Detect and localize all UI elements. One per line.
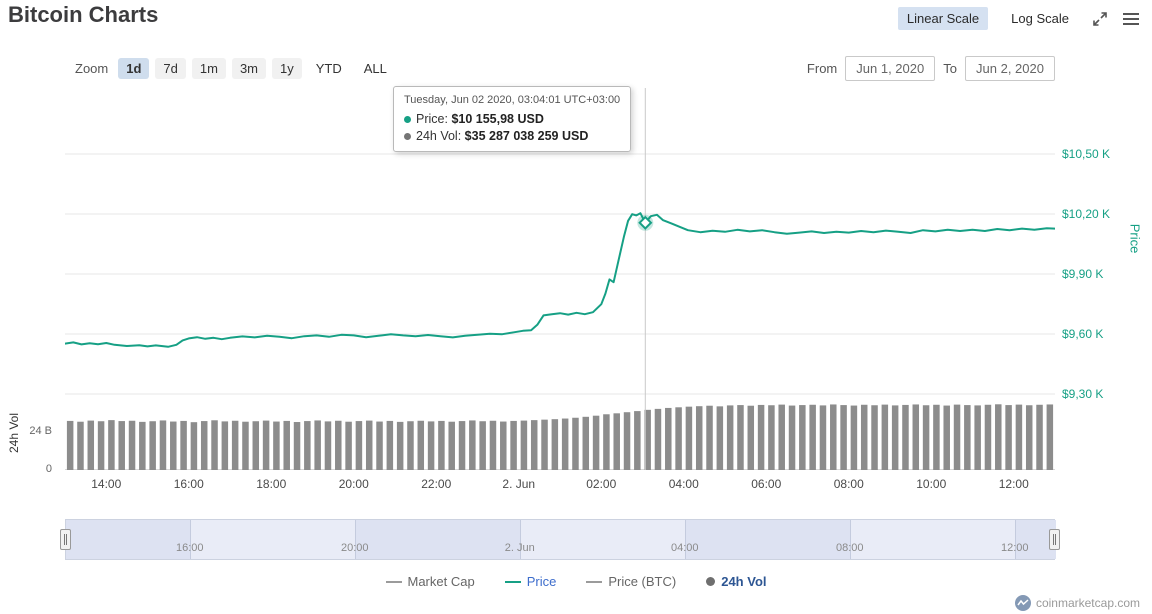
navigator-left-handle[interactable] [60, 529, 71, 550]
navigator-band [684, 520, 850, 559]
tooltip-price-label: Price: [416, 112, 448, 126]
price-volume-chart[interactable] [65, 88, 1055, 470]
volume-axis-label: 24 B [29, 425, 52, 437]
zoom-button-1d[interactable]: 1d [118, 57, 150, 79]
navigator-gridline [1014, 520, 1016, 559]
navigator-right-handle[interactable] [1049, 529, 1060, 550]
from-label: From [806, 60, 838, 76]
price-line-series [65, 212, 1055, 348]
x-axis-label: 02:00 [586, 477, 617, 491]
zoom-button-7d[interactable]: 7d [155, 57, 186, 79]
zoom-label: Zoom [75, 60, 109, 76]
chart-legend: Market Cap Price Price (BTC) 24h Vol [0, 574, 1152, 589]
legend-line-swatch-icon [504, 580, 521, 583]
to-label: To [943, 60, 957, 76]
date-range-controls: From To [807, 55, 1055, 81]
legend-line-swatch-icon [385, 580, 402, 583]
tooltip-price-value: $10 155,98 USD [451, 112, 544, 126]
legend-item-price[interactable]: Price [504, 574, 557, 589]
volume-axis-title: 24h Vol [7, 412, 21, 454]
price-axis-label: $9,90 K [1062, 267, 1104, 281]
navigator-gridline [354, 520, 356, 559]
navigator-band [354, 520, 520, 559]
x-axis-label: 08:00 [833, 477, 864, 491]
zoom-buttons: 1d 7d 1m 3m 1y YTD ALL [118, 57, 401, 79]
page-title: Bitcoin Charts [8, 2, 159, 27]
price-series-dot [404, 115, 411, 123]
watermark-text: coinmarketcap.com [1035, 596, 1140, 610]
x-axis-label: 04:00 [668, 477, 699, 491]
x-axis-label: 22:00 [421, 477, 452, 491]
header-controls: Linear Scale Log Scale [897, 7, 1140, 30]
price-axis-label: $9,30 K [1062, 387, 1104, 401]
handle-grip-icon [64, 534, 67, 545]
navigator-label: 08:00 [835, 542, 864, 554]
x-axis-labels: 14:00 16:00 18:00 20:00 22:00 2. Jun 02:00 04:0… [65, 477, 1055, 493]
navigator-label: 16:00 [175, 542, 204, 554]
x-axis-label: 20:00 [338, 477, 369, 491]
legend-item-label: Price [526, 574, 557, 589]
navigator-gridline [519, 520, 521, 559]
zoom-button-1m[interactable]: 1m [191, 57, 226, 79]
navigator-gridline [684, 520, 686, 559]
to-date-input[interactable] [965, 55, 1055, 81]
tooltip-vol-row: 24h Vol: $35 287 038 259 USD [404, 129, 620, 143]
price-axis-label: $10,50 K [1062, 147, 1111, 161]
navigator-band [189, 520, 355, 559]
navigator-band [849, 520, 1015, 559]
price-axis-label: $10,20 K [1062, 207, 1111, 221]
navigator-gridline [849, 520, 851, 559]
zoom-controls: Zoom 1d 7d 1m 3m 1y YTD ALL [75, 55, 401, 81]
tooltip-datetime: Tuesday, Jun 02 2020, 03:04:01 UTC+03:00 [404, 94, 621, 106]
x-axis-label: 18:00 [256, 477, 287, 491]
x-axis-label: 16:00 [173, 477, 204, 491]
vol-series-dot [404, 132, 411, 140]
legend-item-market-cap[interactable]: Market Cap [385, 574, 475, 589]
coinmarketcap-logo [1014, 595, 1031, 611]
price-axis-label: $9,60 K [1062, 327, 1104, 341]
navigator-label: 12:00 [1000, 542, 1029, 554]
x-axis-label: 14:00 [91, 477, 122, 491]
navigator-gridline [189, 520, 191, 559]
fullscreen-icon[interactable] [1092, 11, 1108, 27]
x-axis-label: 10:00 [916, 477, 947, 491]
zoom-button-all[interactable]: ALL [363, 60, 387, 76]
volume-axis-label: 0 [45, 463, 52, 475]
menu-icon[interactable] [1122, 12, 1140, 26]
point-marker [637, 214, 654, 231]
navigator-label: 20:00 [340, 542, 369, 554]
watermark: coinmarketcap.com [1014, 595, 1140, 611]
x-axis-label: 12:00 [998, 477, 1029, 491]
legend-line-swatch-icon [586, 580, 603, 583]
legend-item-label: Market Cap [407, 574, 475, 589]
from-date-input[interactable] [845, 55, 936, 81]
zoom-button-3m[interactable]: 3m [231, 57, 266, 79]
navigator-band [519, 520, 685, 559]
linear-scale-button[interactable]: Linear Scale [897, 7, 989, 30]
tooltip-vol-label: 24h Vol: [416, 129, 462, 143]
navigator-label: 04:00 [670, 542, 699, 554]
navigator-band [66, 520, 190, 559]
handle-grip-icon [1053, 534, 1056, 545]
range-navigator[interactable]: 16:00 20:00 2. Jun 04:00 08:00 12:00 [60, 519, 1060, 560]
gridlines [65, 153, 1055, 470]
volume-bar-series [66, 404, 1054, 470]
navigator-label: 2. Jun [504, 542, 535, 554]
legend-item-24h-vol[interactable]: 24h Vol [706, 574, 767, 589]
legend-item-label: 24h Vol [721, 574, 767, 589]
chart-tooltip: Tuesday, Jun 02 2020, 03:04:01 UTC+03:00… [393, 86, 632, 152]
legend-item-label: Price (BTC) [608, 574, 677, 589]
x-axis-label: 06:00 [751, 477, 782, 491]
tooltip-price-row: Price: $10 155,98 USD [404, 112, 620, 126]
x-axis-label: 2. Jun [502, 477, 536, 491]
legend-circle-swatch-icon [706, 577, 716, 586]
price-axis-title: Price [1127, 223, 1143, 254]
tooltip-vol-value: $35 287 038 259 USD [464, 129, 589, 143]
log-scale-button[interactable]: Log Scale [1011, 11, 1069, 26]
legend-item-price-btc[interactable]: Price (BTC) [586, 574, 676, 589]
zoom-button-1y[interactable]: 1y [272, 57, 302, 79]
zoom-button-ytd[interactable]: YTD [315, 60, 342, 76]
